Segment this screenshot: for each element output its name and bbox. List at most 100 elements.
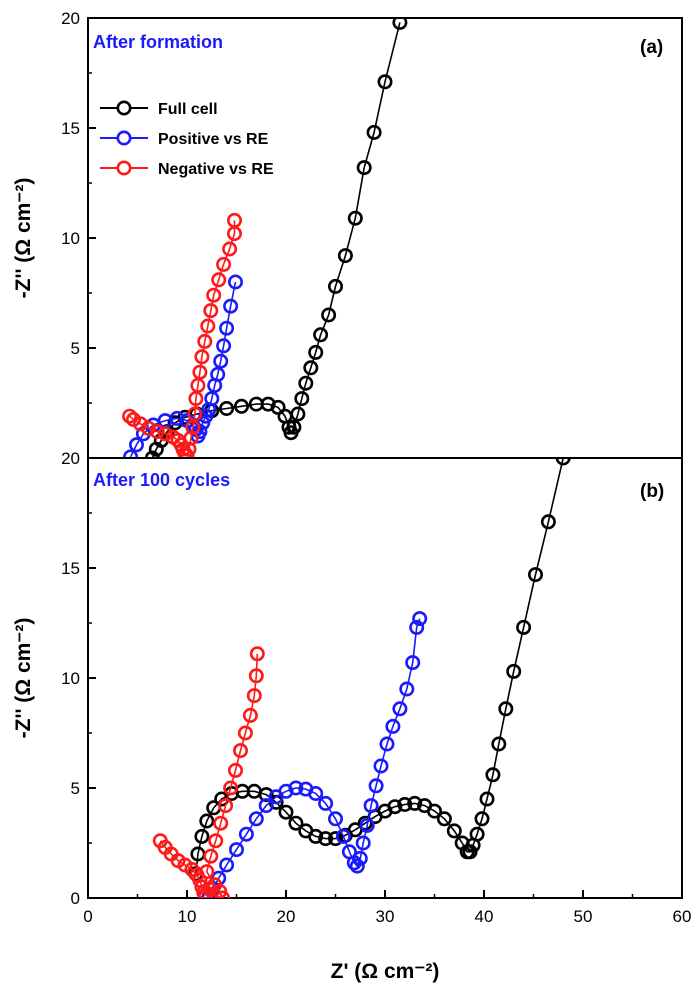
data-point: [258, 798, 274, 814]
legend-item: Full cell: [100, 100, 218, 118]
legend-marker: [116, 160, 132, 176]
data-point: [248, 811, 264, 827]
data-point: [366, 124, 382, 140]
data-point: [540, 514, 556, 530]
data-point: [216, 338, 232, 354]
data-point: [208, 833, 224, 849]
data-point: [359, 817, 375, 833]
data-point: [485, 767, 501, 783]
data-point: [286, 419, 302, 435]
data-point: [210, 366, 226, 382]
data-point: [327, 811, 343, 827]
data-point: [219, 857, 235, 873]
data-point: [347, 210, 363, 226]
data-point: [203, 303, 219, 319]
data-point: [192, 364, 208, 380]
data-point: [469, 826, 485, 842]
y-axis-title-a: -Z'' (Ω cm⁻²): [12, 178, 35, 299]
panel-b-frame: [87, 457, 683, 899]
data-point: [298, 375, 314, 391]
data-point: [527, 567, 543, 583]
data-point: [169, 410, 185, 426]
data-point: [318, 831, 334, 847]
data-point: [399, 681, 415, 697]
data-point: [228, 762, 244, 778]
data-point: [227, 212, 243, 228]
data-point: [223, 780, 239, 796]
panel-b-axis-ticks: 0 5 10 15 20 0 10 20 30 40 50 60: [61, 449, 691, 926]
data-point: [242, 707, 258, 723]
legend-item: Negative vs RE: [100, 160, 274, 178]
series-line: [208, 618, 421, 898]
x-tick-label: 30: [376, 907, 395, 926]
series-negative-vs-re: [152, 646, 265, 898]
x-tick-label: 60: [673, 907, 692, 926]
data-point: [426, 803, 442, 819]
data-point: [194, 349, 210, 365]
data-point: [294, 391, 310, 407]
data-point: [229, 842, 245, 858]
y-tick-label: 5: [71, 779, 80, 798]
data-point: [199, 864, 215, 880]
series-positive-vs-re: [201, 611, 428, 898]
x-tick-label: 50: [574, 907, 593, 926]
y-tick-label: 5: [71, 339, 80, 358]
data-point: [218, 798, 234, 814]
data-point: [479, 791, 495, 807]
series-line: [151, 22, 401, 458]
data-point: [219, 400, 235, 416]
data-point: [308, 828, 324, 844]
data-point: [223, 298, 239, 314]
data-point: [446, 823, 462, 839]
data-point: [385, 718, 401, 734]
data-point: [412, 611, 428, 627]
data-point: [407, 795, 423, 811]
data-point: [321, 307, 337, 323]
data-point: [308, 785, 324, 801]
panel-a-axis-ticks: 5 10 15 20: [61, 9, 96, 404]
data-point: [288, 815, 304, 831]
data-point: [213, 353, 229, 369]
data-point: [397, 796, 413, 812]
data-point: [216, 256, 232, 272]
x-axis-title: Z' (Ω cm⁻²): [331, 960, 440, 983]
data-point: [290, 406, 306, 422]
data-point: [555, 458, 571, 466]
data-point: [436, 811, 452, 827]
data-point: [211, 272, 227, 288]
data-point: [149, 424, 165, 440]
data-point: [392, 18, 408, 30]
data-point: [219, 320, 235, 336]
data-point: [140, 420, 156, 436]
y-tick-label: 10: [61, 669, 80, 688]
series-negative-vs-re: [122, 212, 243, 458]
data-point: [179, 448, 195, 458]
x-tick-label: 20: [277, 907, 296, 926]
data-point: [187, 406, 203, 422]
legend-item: Positive vs RE: [100, 130, 269, 148]
data-point: [303, 360, 319, 376]
y-axis-title-b: -Z'' (Ω cm⁻²): [12, 618, 35, 739]
panel-b-label: (b): [640, 481, 664, 502]
data-point: [405, 655, 421, 671]
series-line: [159, 653, 259, 898]
data-point: [248, 668, 264, 684]
data-point: [516, 619, 532, 635]
y-tick-label: 15: [61, 119, 80, 138]
series-full-cell: [188, 458, 571, 882]
data-point: [363, 798, 379, 814]
legend-marker: [116, 130, 132, 146]
data-point: [498, 701, 514, 717]
data-point: [258, 787, 274, 803]
data-point: [133, 416, 149, 432]
data-point: [387, 799, 403, 815]
data-point: [129, 437, 145, 453]
legend-label: Negative vs RE: [158, 161, 274, 178]
data-point: [392, 701, 408, 717]
data-point: [206, 287, 222, 303]
data-point: [355, 835, 371, 851]
panel-a-label: (a): [640, 37, 663, 58]
x-tick-label: 10: [178, 907, 197, 926]
legend-label: Positive vs RE: [158, 131, 269, 148]
